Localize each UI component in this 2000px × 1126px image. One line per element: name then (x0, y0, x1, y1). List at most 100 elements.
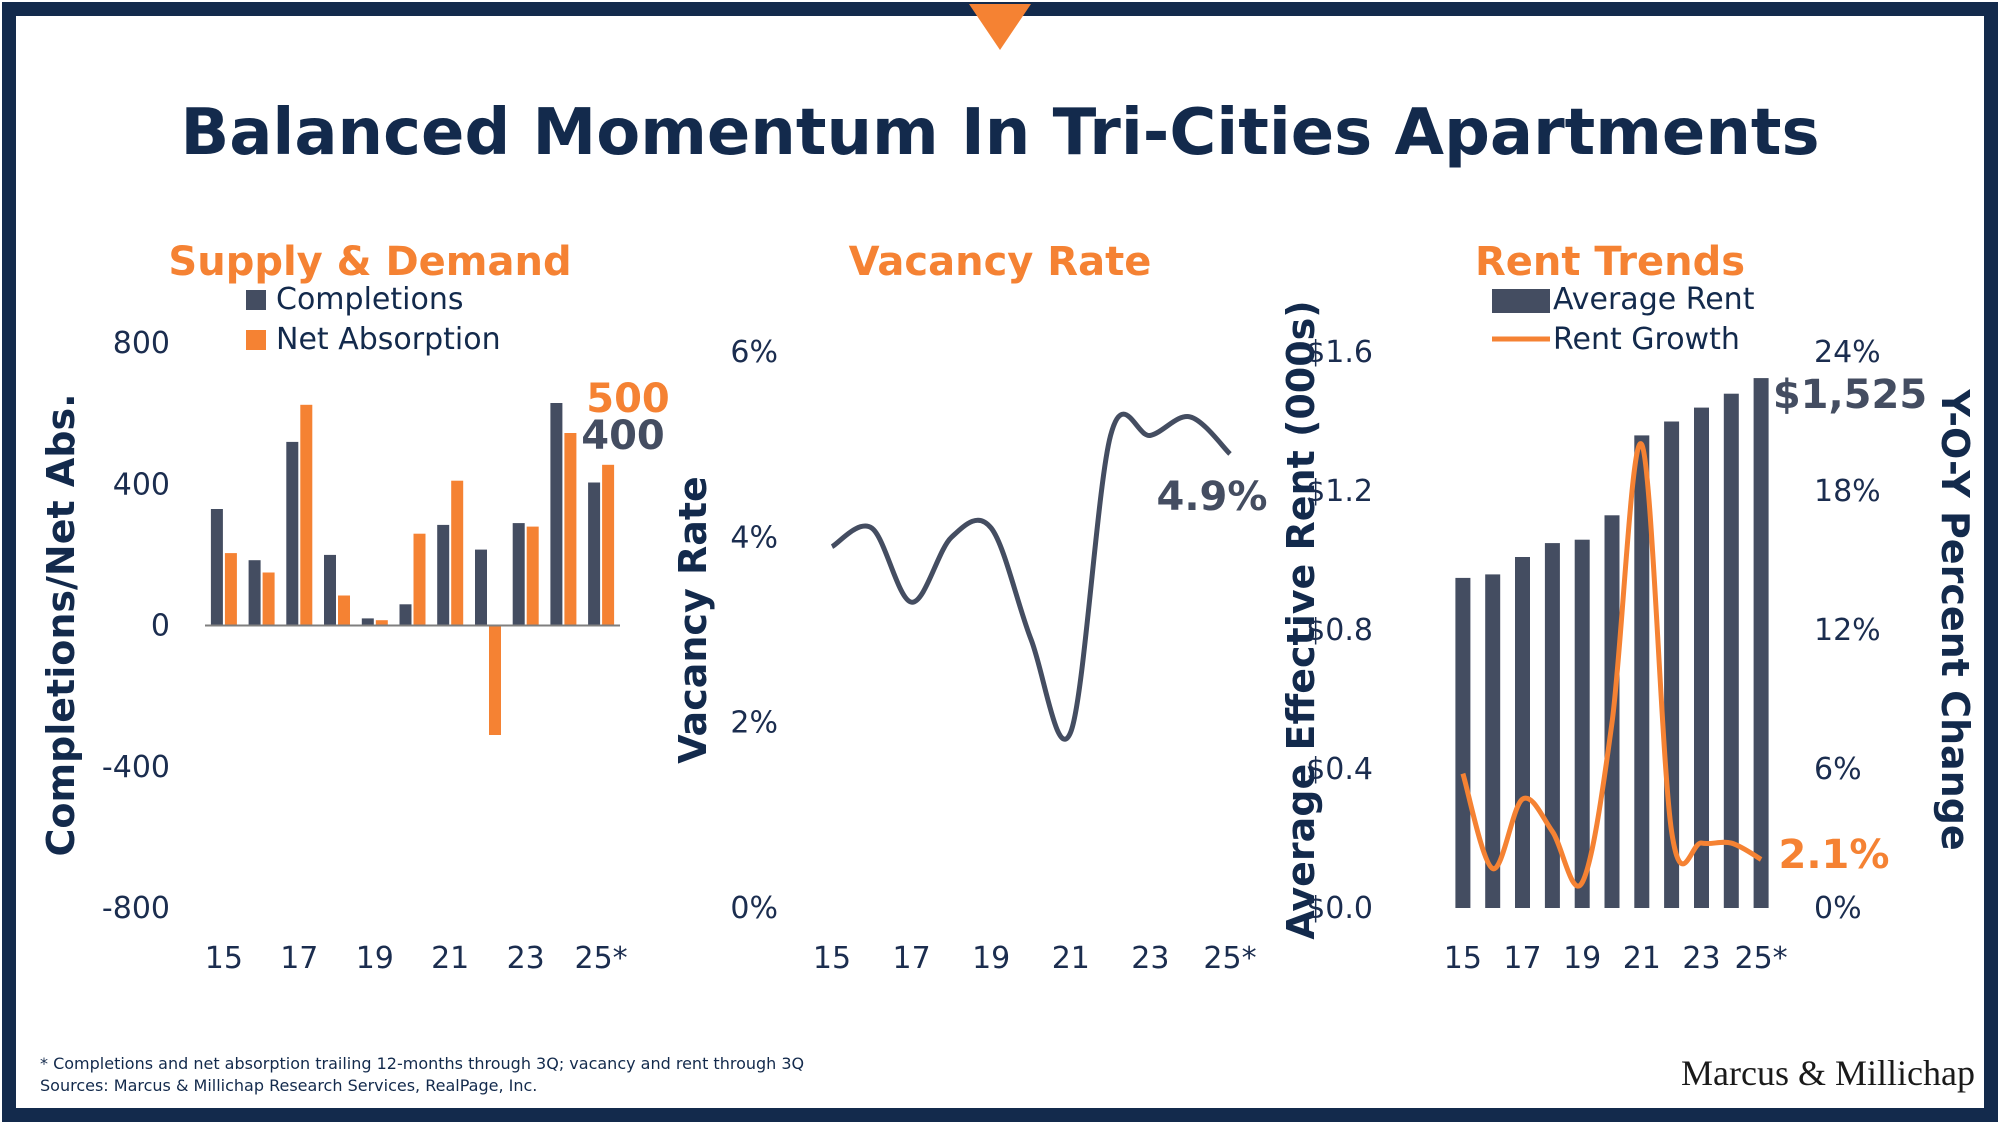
x-tick-label: 19 (972, 941, 1010, 976)
y2-tick-label: 18% (1814, 474, 1881, 509)
y2-tick-label: 0% (1814, 891, 1862, 926)
x-tick-label: 23 (1131, 941, 1169, 976)
bar-completions (399, 604, 412, 626)
y-axis-label-supply-demand: Completions/Net Abs. (39, 393, 83, 856)
x-tick-label: 25* (1735, 941, 1788, 976)
bar-average-rent (1753, 378, 1769, 909)
x-tick-label: 19 (356, 941, 394, 976)
bar-net-absorption (413, 533, 426, 626)
y-tick-label: 2% (730, 706, 778, 741)
bar-completions (437, 524, 450, 626)
bar-average-rent (1515, 557, 1530, 908)
y-tick-label: $1.6 (1306, 335, 1373, 370)
line-vacancy-rate (830, 411, 1232, 742)
annotation-completions-latest: 400 (581, 413, 665, 459)
y-tick-label: 0 (151, 609, 170, 644)
y2-axis-label-rent-growth: Y-O-Y Percent Change (1933, 388, 1977, 850)
bar-net-absorption (602, 464, 615, 626)
legend-label-average-rent: Average Rent (1553, 282, 1755, 317)
y-tick-label: $0.0 (1306, 891, 1373, 926)
chart-supply-demand: Supply & Demand Completions/Net Abs. Com… (39, 239, 670, 976)
y-tick-label: $0.8 (1306, 613, 1373, 648)
bar-completions (361, 618, 374, 626)
x-tick-label: 19 (1563, 941, 1601, 976)
x-tick-label: 23 (1682, 941, 1720, 976)
chart-title-vacancy-rate: Vacancy Rate (849, 239, 1152, 285)
y-axis-label-rent: Average Effective Rent (000s) (1279, 300, 1323, 939)
x-tick-label: 17 (1503, 941, 1541, 976)
x-tick-label: 21 (431, 941, 469, 976)
line-rent-growth (1460, 441, 1763, 889)
company-logo: Marcus & Millichap (1681, 1053, 1975, 1093)
x-tick-label: 15 (1444, 941, 1482, 976)
bar-net-absorption (451, 480, 464, 626)
chart-rent-trends: Rent Trends Average Effective Rent (000s… (1279, 239, 1977, 976)
bar-average-rent (1485, 574, 1501, 908)
bar-average-rent (1723, 393, 1739, 908)
bar-net-absorption (564, 433, 577, 626)
chart-vacancy-rate: Vacancy Rate Vacancy Rate 4.9% 6% 4% 2% 0% 1… (671, 239, 1267, 976)
annotation-net-absorption-latest: 500 (586, 376, 670, 422)
x-tick-label: 15 (813, 941, 851, 976)
legend-swatch-net-absorption (246, 330, 266, 350)
annotation-average-rent-latest: $1,525 (1773, 372, 1927, 418)
x-tick-label: 25* (575, 941, 628, 976)
bar-completions (512, 523, 525, 626)
x-tick-label: 15 (205, 941, 243, 976)
bar-net-absorption (526, 526, 539, 626)
sources-text: Sources: Marcus & Millichap Research Ser… (40, 1076, 537, 1095)
logo-wordmark: Marcus & Millichap (1681, 1053, 1975, 1093)
page-title: Balanced Momentum In Tri-Cities Apartmen… (180, 96, 1819, 170)
y-tick-label: 6% (730, 335, 778, 370)
y2-tick-label: 6% (1814, 752, 1862, 787)
legend-label-completions: Completions (276, 282, 463, 317)
y-tick-label: -400 (102, 750, 170, 785)
y2-tick-label: 24% (1814, 335, 1881, 370)
legend-label-net-absorption: Net Absorption (276, 322, 501, 357)
bar-average-rent (1455, 577, 1471, 908)
bar-completions (550, 403, 563, 626)
footnote-text: * Completions and net absorption trailin… (40, 1054, 804, 1073)
bar-average-rent (1574, 539, 1590, 908)
x-tick-label: 21 (1623, 941, 1661, 976)
bar-net-absorption (224, 553, 237, 626)
bar-completions (588, 482, 601, 626)
bar-completions (475, 549, 487, 626)
bar-net-absorption (338, 595, 350, 626)
plot-area-supply-demand: 800 400 0 -400 -800 15 17 19 21 23 25* (102, 326, 628, 976)
x-tick-label: 17 (893, 941, 931, 976)
y-tick-label: $1.2 (1306, 474, 1373, 509)
bar-completions (248, 560, 261, 626)
x-tick-label: 25* (1203, 941, 1256, 976)
bar-net-absorption (262, 572, 275, 626)
x-tick-label: 23 (507, 941, 545, 976)
bar-completions (286, 441, 299, 626)
bar-net-absorption (300, 404, 313, 626)
y-tick-label: 800 (113, 326, 170, 361)
chart-title-rent-trends: Rent Trends (1475, 239, 1745, 285)
y-tick-label: 4% (730, 520, 778, 555)
plot-area-rent-trends: $1.6 $1.2 $0.8 $0.4 $0.0 24% 18% 12% 6% 0% 15 17 19 2… (1306, 335, 1880, 976)
legend-swatch-average-rent (1492, 289, 1550, 313)
bar-completions (210, 509, 223, 626)
y-axis-label-vacancy-rate: Vacancy Rate (671, 476, 715, 764)
legend-label-rent-growth: Rent Growth (1553, 322, 1740, 357)
y2-tick-label: 12% (1814, 613, 1881, 648)
x-tick-label: 21 (1052, 941, 1090, 976)
bar-average-rent (1634, 435, 1650, 908)
legend-swatch-completions (246, 290, 266, 310)
bar-net-absorption (375, 620, 388, 626)
top-triangle-marker (969, 4, 1031, 50)
y-tick-label: 400 (113, 467, 170, 502)
annotation-rent-growth-latest: 2.1% (1779, 832, 1890, 878)
y-tick-label: -800 (102, 891, 170, 926)
y-tick-label: 0% (730, 891, 778, 926)
bar-net-absorption (489, 625, 501, 735)
bar-average-rent (1694, 407, 1709, 908)
chart-title-supply-demand: Supply & Demand (168, 239, 571, 285)
y-tick-label: $0.4 (1306, 752, 1373, 787)
plot-area-vacancy-rate: 6% 4% 2% 0% 15 17 19 21 23 25* (730, 335, 1256, 976)
bar-completions (324, 554, 336, 626)
